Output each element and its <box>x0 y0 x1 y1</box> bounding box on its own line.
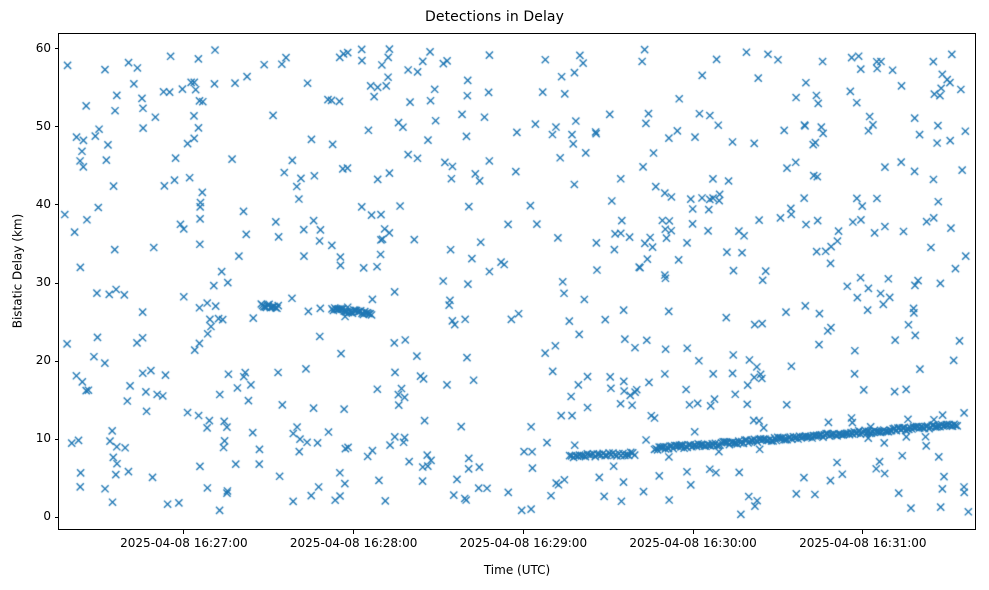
x-tick-label: 2025-04-08 16:31:00 <box>799 536 927 550</box>
y-axis-ticks: 0 10 20 30 40 50 60 <box>0 33 58 530</box>
y-tick-mark <box>54 48 58 50</box>
y-tick-label: 30 <box>35 275 51 290</box>
y-tick-label: 10 <box>35 431 51 446</box>
y-tick-label: 40 <box>35 196 51 211</box>
y-tick-mark <box>54 516 58 519</box>
x-tick-mark <box>692 530 694 534</box>
y-tick-label: 0 <box>43 509 51 524</box>
x-tick-mark <box>862 530 864 534</box>
x-tick-label: 2025-04-08 16:28:00 <box>289 536 418 550</box>
y-tick-label: 20 <box>35 353 51 368</box>
y-tick-mark <box>54 438 58 440</box>
x-tick-mark <box>522 530 524 534</box>
plot-area <box>58 33 976 530</box>
x-tick-label: 2025-04-08 16:29:00 <box>459 536 588 550</box>
y-axis-label: Bistatic Delay (km) <box>10 213 25 329</box>
x-tick-label: 2025-04-08 16:27:00 <box>120 536 248 550</box>
y-tick-mark <box>54 282 58 284</box>
y-tick-mark <box>54 126 58 128</box>
y-tick-mark <box>54 204 58 206</box>
x-tick-mark <box>183 530 185 534</box>
scatter-points-canvas <box>59 34 975 529</box>
x-tick-label: 2025-04-08 16:30:00 <box>629 536 757 550</box>
x-axis-label: Time (UTC) <box>483 563 551 577</box>
y-tick-label: 50 <box>35 118 51 133</box>
y-tick-mark <box>54 360 58 362</box>
x-tick-mark <box>353 530 355 534</box>
page-title: Detections in Delay <box>424 9 564 25</box>
y-tick-label: 60 <box>35 40 51 55</box>
x-axis-ticks: 2025-04-08 16:27:00 2025-04-08 16:28:00 20… <box>58 530 976 570</box>
